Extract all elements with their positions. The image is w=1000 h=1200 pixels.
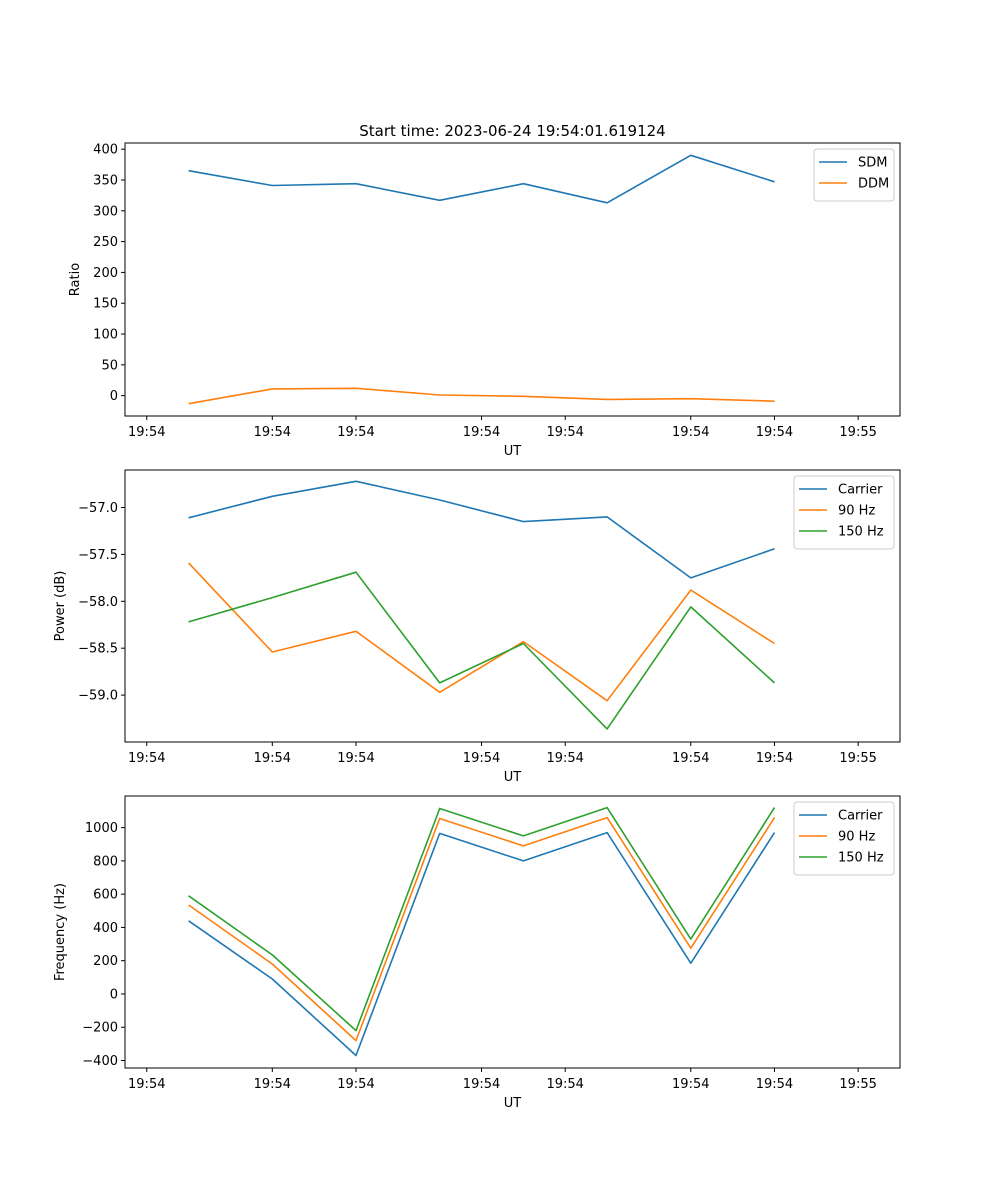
ratio-ytick-label: 0 [110,389,118,404]
power-legend: Carrier 90 Hz 150 Hz [793,475,895,550]
power-xtick-label: 19:54 [756,751,793,766]
power-ytick-label: −58.5 [78,642,118,657]
ratio-xtick-label: 19:54 [672,425,709,440]
frequency-xlabel: UT [504,1096,522,1111]
ratio-xtick-label: 19:54 [463,425,500,440]
power-xtick-label: 19:54 [463,751,500,766]
power-panel: −59.0 −58.5 −58.0 −57.5 −57.0 19:54 19:54 19:54… [53,469,901,785]
ratio-ytick-label: 200 [93,266,118,281]
power-series-carrier [188,480,775,579]
ratio-series-sdm [188,154,775,204]
power-ytick-label: −57.5 [78,548,118,563]
power-legend-label-carrier: Carrier [838,483,883,498]
frequency-xtick-label: 19:55 [839,1077,876,1092]
ratio-panel: 0 50 100 150 200 250 300 350 400 19:54 19:54 19:54 1… [68,142,901,459]
ratio-xtick-label: 19:55 [839,425,876,440]
frequency-ytick-label: −400 [82,1054,118,1069]
ratio-xtick-label: 19:54 [756,425,793,440]
ratio-xtick-label: 19:54 [254,425,291,440]
ratio-ytick-label: 300 [93,204,118,219]
ratio-ytick-label: 150 [93,297,118,312]
power-axes-frame [124,469,901,743]
frequency-xtick-label: 19:54 [128,1077,165,1092]
power-legend-label-150-hz: 150 Hz [838,525,884,540]
ratio-legend-label-sdm: SDM [858,156,887,171]
frequency-ytick-label: 800 [93,854,118,869]
ratio-legend-label-ddm: DDM [858,177,889,192]
frequency-series-90-hz [188,816,776,1042]
ratio-ytick-label: 250 [93,235,118,250]
ratio-ytick-label: 350 [93,173,118,188]
power-xtick-label: 19:54 [546,751,583,766]
panels: 0 50 100 150 200 250 300 350 400 19:54 19:54 19:54 1… [53,142,901,1111]
frequency-legend-label-150-hz: 150 Hz [838,851,884,866]
frequency-xtick-label: 19:54 [463,1077,500,1092]
power-ytick-label: −58.0 [78,595,118,610]
power-xtick-label: 19:54 [254,751,291,766]
frequency-legend-label-90-hz: 90 Hz [838,830,875,845]
ratio-ytick-label: 50 [101,358,118,373]
frequency-xtick-label: 19:54 [546,1077,583,1092]
frequency-legend-label-carrier: Carrier [838,809,883,824]
ratio-series-ddm [188,387,775,405]
power-xtick-label: 19:55 [839,751,876,766]
frequency-ytick-label: 400 [93,921,118,936]
power-ylabel: Power (dB) [53,571,68,642]
frequency-xtick-label: 19:54 [756,1077,793,1092]
ratio-xtick-label: 19:54 [337,425,374,440]
ratio-ytick-label: 400 [93,143,118,158]
frequency-panel: −400 −200 0 200 400 600 800 1000 19:54 19:54 19:54… [53,795,901,1111]
frequency-xtick-label: 19:54 [337,1077,374,1092]
frequency-series-150-hz [188,806,776,1032]
frequency-ytick-label: −200 [82,1021,118,1036]
power-xtick-label: 19:54 [337,751,374,766]
frequency-ytick-label: 0 [110,987,118,1002]
ratio-xtick-label: 19:54 [128,425,165,440]
figure-title: Start time: 2023-06-24 19:54:01.619124 [359,122,665,140]
frequency-series-carrier [188,831,776,1057]
ratio-ylabel: Ratio [68,263,83,296]
frequency-legend: Carrier 90 Hz 150 Hz [793,801,895,876]
power-ytick-label: −57.0 [78,501,118,516]
ratio-xlabel: UT [504,444,522,459]
frequency-ytick-label: 1000 [85,821,118,836]
power-series-150-hz [188,571,776,730]
frequency-ytick-label: 600 [93,888,118,903]
power-legend-label-90-hz: 90 Hz [838,504,875,519]
frequency-xtick-label: 19:54 [254,1077,291,1092]
ratio-xtick-label: 19:54 [546,425,583,440]
frequency-xtick-label: 19:54 [672,1077,709,1092]
power-xtick-label: 19:54 [128,751,165,766]
frequency-ytick-label: 200 [93,954,118,969]
ratio-ytick-label: 100 [93,328,118,343]
power-ytick-label: −59.0 [78,689,118,704]
frequency-ylabel: Frequency (Hz) [53,883,68,981]
frequency-axes-frame [124,795,901,1069]
power-xtick-label: 19:54 [672,751,709,766]
ratio-axes-frame [124,142,901,417]
power-xlabel: UT [504,770,522,785]
power-series-90-hz [188,562,775,702]
ratio-legend: SDM DDM [813,148,895,202]
